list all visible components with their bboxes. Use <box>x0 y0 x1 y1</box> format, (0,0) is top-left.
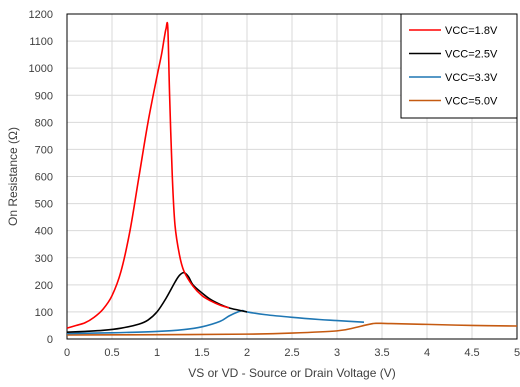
y-tick-label: 900 <box>35 90 53 102</box>
plot-area <box>66 13 518 340</box>
y-gridlines <box>67 40 517 313</box>
x-tick-label: 0.5 <box>104 347 119 359</box>
x-tick-label: 1 <box>154 347 160 359</box>
y-axis-title: On Resistance (Ω) <box>6 127 20 226</box>
y-tick-label: 700 <box>35 144 53 156</box>
legend-label: VCC=5.0V <box>445 96 498 108</box>
y-tick-label: 300 <box>35 253 53 265</box>
y-tick-label: 400 <box>35 226 53 238</box>
legend: VCC=1.8V VCC=2.5V VCC=3.3V VCC=5.0V <box>400 13 518 119</box>
x-tick-label: 3.5 <box>374 347 389 359</box>
y-tick-label: 500 <box>35 199 53 211</box>
x-tick-label: 4.5 <box>464 347 479 359</box>
x-tick-label: 2.5 <box>284 347 299 359</box>
legend-label: VCC=3.3V <box>445 72 498 84</box>
y-tick-label: 1100 <box>29 36 53 48</box>
y-tick-label: 0 <box>47 334 53 346</box>
series-line-vcc-1-8v <box>66 21 230 329</box>
x-axis-title: VS or VD - Source or Drain Voltage (V) <box>188 366 395 380</box>
x-tick-label: 2 <box>244 347 250 359</box>
y-tick-label: 800 <box>35 117 53 129</box>
y-tick-label: 600 <box>35 172 53 184</box>
series-line-vcc-3-3v <box>66 309 365 335</box>
x-tick-label: 1.5 <box>194 347 209 359</box>
series-layer <box>66 21 518 336</box>
y-tick-label: 1000 <box>29 63 53 75</box>
y-tick-label: 200 <box>35 280 53 292</box>
series-line-vcc-5-0v <box>66 322 518 336</box>
y-tick-label: 100 <box>35 307 53 319</box>
legend-label: VCC=1.8V <box>445 25 498 37</box>
x-tick-label: 0 <box>64 347 70 359</box>
x-tick-label: 4 <box>424 347 430 359</box>
y-tick-labels: 0 100 200 300 400 500 600 700 800 900 1000 1100 1200 <box>29 9 53 346</box>
y-tick-label: 1200 <box>29 9 53 21</box>
x-tick-label: 5 <box>514 347 520 359</box>
legend-label: VCC=2.5V <box>445 49 498 61</box>
x-tick-label: 3 <box>334 347 340 359</box>
x-tick-labels: 0 0.5 1 1.5 2 2.5 3 3.5 4 4.5 5 <box>64 347 520 359</box>
